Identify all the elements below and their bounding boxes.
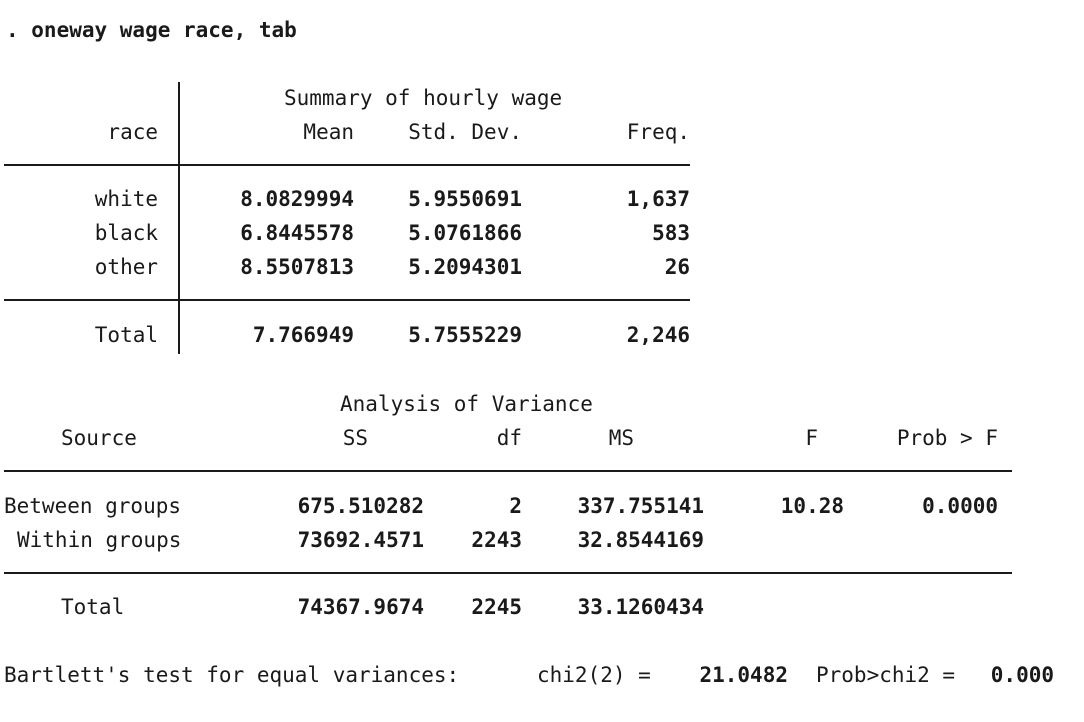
cell-mean: 8.0829994 <box>240 187 354 211</box>
anova-col-df: df <box>496 426 522 450</box>
cell-df: 2245 <box>471 595 522 619</box>
cell-freq: 583 <box>652 221 690 245</box>
cell-sd: 5.9550691 <box>408 187 522 211</box>
cell-freq: 26 <box>664 255 690 279</box>
command-line: . oneway wage race, tab <box>6 18 297 42</box>
cell-ss: 74367.9674 <box>297 595 424 619</box>
bartlett-chi-value: 21.0482 <box>699 663 788 687</box>
anova-col-prob: Prob > F <box>896 426 998 450</box>
cell-df: 2243 <box>471 528 522 552</box>
cell-f: 10.28 <box>780 494 844 518</box>
row-label: black <box>94 221 158 245</box>
cell-sd: 5.7555229 <box>408 323 522 347</box>
summary-super-header: Summary of hourly wage <box>284 86 563 110</box>
summary-col-freq: Freq. <box>626 120 690 144</box>
anova-total-rule <box>4 572 1012 574</box>
cell-sd: 5.2094301 <box>408 255 522 279</box>
anova-col-source: Source <box>61 426 137 450</box>
row-label: Total <box>61 595 125 619</box>
anova-col-f: F <box>805 426 818 450</box>
bartlett-label: Bartlett's test for equal variances: <box>4 663 460 687</box>
cell-df: 2 <box>509 494 522 518</box>
summary-column-divider <box>178 82 180 354</box>
bartlett-prob-label: Prob>chi2 = <box>816 663 956 687</box>
anova-header-rule <box>4 470 1012 472</box>
bartlett-prob-value: 0.000 <box>990 663 1054 687</box>
cell-freq: 2,246 <box>626 323 690 347</box>
row-label: Between groups <box>4 494 182 518</box>
cell-mean: 8.5507813 <box>240 255 354 279</box>
anova-col-ss: SS <box>342 426 368 450</box>
row-label: Total <box>94 323 158 347</box>
summary-row-header: race <box>107 120 158 144</box>
summary-col-sd: Std. Dev. <box>408 120 522 144</box>
summary-total-rule <box>4 299 690 301</box>
row-label: white <box>94 187 158 211</box>
anova-super-header: Analysis of Variance <box>340 392 593 416</box>
cell-freq: 1,637 <box>626 187 690 211</box>
cell-prob: 0.0000 <box>922 494 998 518</box>
cell-sd: 5.0761866 <box>408 221 522 245</box>
cell-ms: 337.755141 <box>577 494 704 518</box>
cell-ms: 33.1260434 <box>577 595 704 619</box>
row-label: other <box>94 255 158 279</box>
cell-mean: 6.8445578 <box>240 221 354 245</box>
bartlett-chi-label: chi2(2) = <box>537 663 651 687</box>
cell-ss: 73692.4571 <box>297 528 424 552</box>
summary-col-mean: Mean <box>303 120 354 144</box>
cell-ms: 32.8544169 <box>577 528 704 552</box>
row-label: Within groups <box>17 528 182 552</box>
cell-ss: 675.510282 <box>297 494 424 518</box>
cell-mean: 7.766949 <box>252 323 354 347</box>
summary-header-rule <box>4 164 690 166</box>
anova-col-ms: MS <box>608 426 634 450</box>
